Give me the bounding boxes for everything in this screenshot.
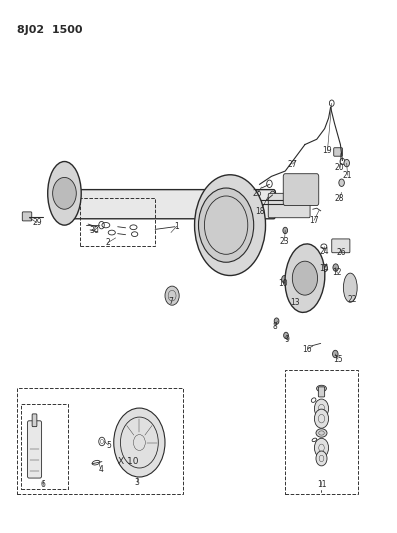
FancyBboxPatch shape (332, 239, 350, 253)
Circle shape (314, 409, 329, 428)
Bar (285, 370, 358, 495)
Text: 8: 8 (273, 322, 278, 331)
Text: 10: 10 (278, 279, 288, 288)
Text: 22: 22 (347, 295, 357, 304)
Text: 16: 16 (303, 345, 312, 354)
Text: 26: 26 (337, 248, 347, 257)
Text: 18: 18 (256, 207, 265, 216)
Text: 20: 20 (335, 163, 345, 172)
Circle shape (292, 261, 318, 295)
Circle shape (198, 188, 254, 262)
Circle shape (283, 227, 287, 233)
FancyBboxPatch shape (22, 212, 32, 221)
Text: 29: 29 (32, 218, 42, 227)
Text: 24: 24 (319, 247, 329, 256)
FancyBboxPatch shape (318, 387, 325, 397)
Text: 21: 21 (343, 171, 352, 180)
Text: 1: 1 (174, 222, 179, 231)
Circle shape (283, 332, 288, 338)
Text: 11: 11 (317, 480, 326, 489)
FancyBboxPatch shape (334, 148, 342, 156)
Bar (80, 198, 155, 246)
FancyBboxPatch shape (27, 421, 42, 478)
Text: 30: 30 (90, 226, 99, 235)
Bar (17, 389, 183, 495)
Ellipse shape (285, 244, 325, 312)
Ellipse shape (195, 175, 266, 276)
Text: X 10: X 10 (118, 457, 138, 466)
Circle shape (314, 438, 329, 457)
Text: 19: 19 (323, 147, 332, 156)
Text: 2: 2 (106, 238, 110, 247)
Text: 15: 15 (333, 355, 343, 364)
Text: 4: 4 (98, 465, 103, 473)
Ellipse shape (48, 161, 81, 225)
Text: 23: 23 (279, 237, 289, 246)
FancyBboxPatch shape (283, 174, 319, 206)
Circle shape (282, 276, 287, 283)
Circle shape (114, 408, 165, 477)
Ellipse shape (316, 429, 327, 437)
Text: 13: 13 (290, 298, 299, 307)
Circle shape (344, 159, 349, 167)
Circle shape (333, 350, 338, 358)
Text: 8J02  1500: 8J02 1500 (17, 25, 83, 35)
Bar (21, 405, 68, 489)
Circle shape (316, 451, 327, 466)
Circle shape (333, 264, 339, 271)
Text: 3: 3 (134, 478, 139, 487)
FancyBboxPatch shape (32, 414, 37, 426)
Text: 14: 14 (319, 264, 329, 272)
FancyBboxPatch shape (268, 193, 310, 217)
Text: 27: 27 (287, 160, 297, 168)
Circle shape (274, 318, 279, 324)
Text: 17: 17 (309, 216, 319, 225)
Text: 9: 9 (284, 335, 289, 344)
Circle shape (53, 177, 76, 209)
Text: 7: 7 (168, 297, 173, 306)
Text: 25: 25 (252, 189, 262, 198)
Circle shape (314, 399, 329, 418)
Text: 12: 12 (333, 268, 342, 277)
Circle shape (165, 286, 179, 305)
Ellipse shape (316, 385, 326, 392)
Circle shape (339, 179, 344, 187)
Text: 28: 28 (335, 194, 344, 203)
FancyBboxPatch shape (66, 190, 276, 219)
Text: 5: 5 (106, 441, 111, 450)
Text: 6: 6 (40, 480, 45, 489)
Ellipse shape (343, 273, 357, 302)
